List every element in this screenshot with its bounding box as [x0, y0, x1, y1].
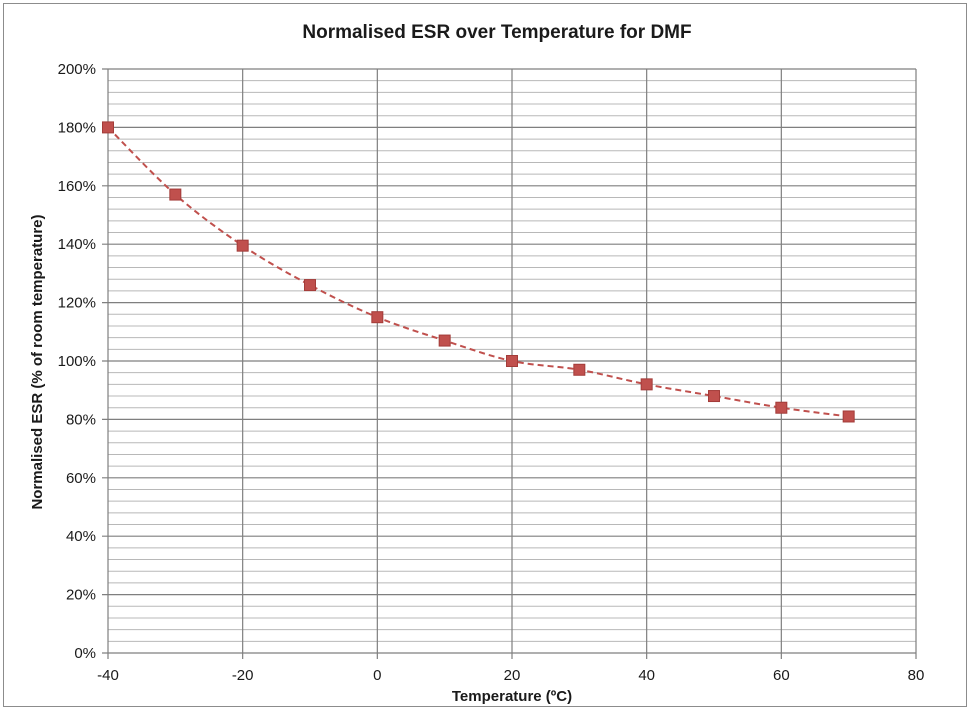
- data-point: [640, 378, 653, 391]
- x-axis-label: Temperature (ºC): [452, 688, 572, 705]
- x-tick-label: 60: [773, 667, 790, 684]
- x-tick-label: 0: [373, 667, 381, 684]
- data-point: [169, 188, 182, 201]
- data-point: [506, 355, 518, 367]
- y-tick-label: 20%: [66, 587, 96, 604]
- y-tick-label: 0%: [74, 645, 96, 662]
- chart-frame: [3, 3, 967, 707]
- chart-title: Normalised ESR over Temperature for DMF: [302, 22, 691, 43]
- y-tick-label: 80%: [66, 411, 96, 428]
- x-tick-label: 20: [504, 667, 521, 684]
- data-point: [236, 239, 249, 252]
- x-axis-tick-labels: -40 -20 0 20 40 60 80: [97, 667, 924, 684]
- y-tick-label: 100%: [58, 353, 96, 370]
- y-tick-label: 120%: [58, 295, 96, 312]
- x-tick-label: -20: [232, 667, 254, 684]
- y-tick-label: 40%: [66, 528, 96, 545]
- data-point: [842, 410, 855, 423]
- x-tick-label: -40: [97, 667, 119, 684]
- data-point: [708, 390, 720, 403]
- data-point: [438, 334, 451, 347]
- x-tick-label: 40: [638, 667, 655, 684]
- y-tick-label: 140%: [58, 236, 96, 253]
- y-tick-label: 200%: [58, 61, 96, 78]
- y-tick-label: 60%: [66, 470, 96, 487]
- y-tick-label: 160%: [58, 178, 96, 195]
- y-axis-label: Normalised ESR (% of room temperature): [29, 214, 46, 509]
- data-point: [102, 121, 114, 134]
- y-tick-label: 180%: [58, 119, 96, 136]
- data-point: [304, 279, 316, 292]
- y-axis-tick-labels: 0% 20% 40% 60% 80% 100% 120% 140% 160% 180% 200%: [58, 61, 96, 662]
- data-points: [102, 121, 855, 423]
- x-tick-label: 80: [908, 667, 925, 684]
- data-point: [573, 363, 586, 376]
- major-gridlines: [102, 68, 917, 659]
- data-point: [775, 401, 788, 414]
- data-point: [371, 311, 384, 324]
